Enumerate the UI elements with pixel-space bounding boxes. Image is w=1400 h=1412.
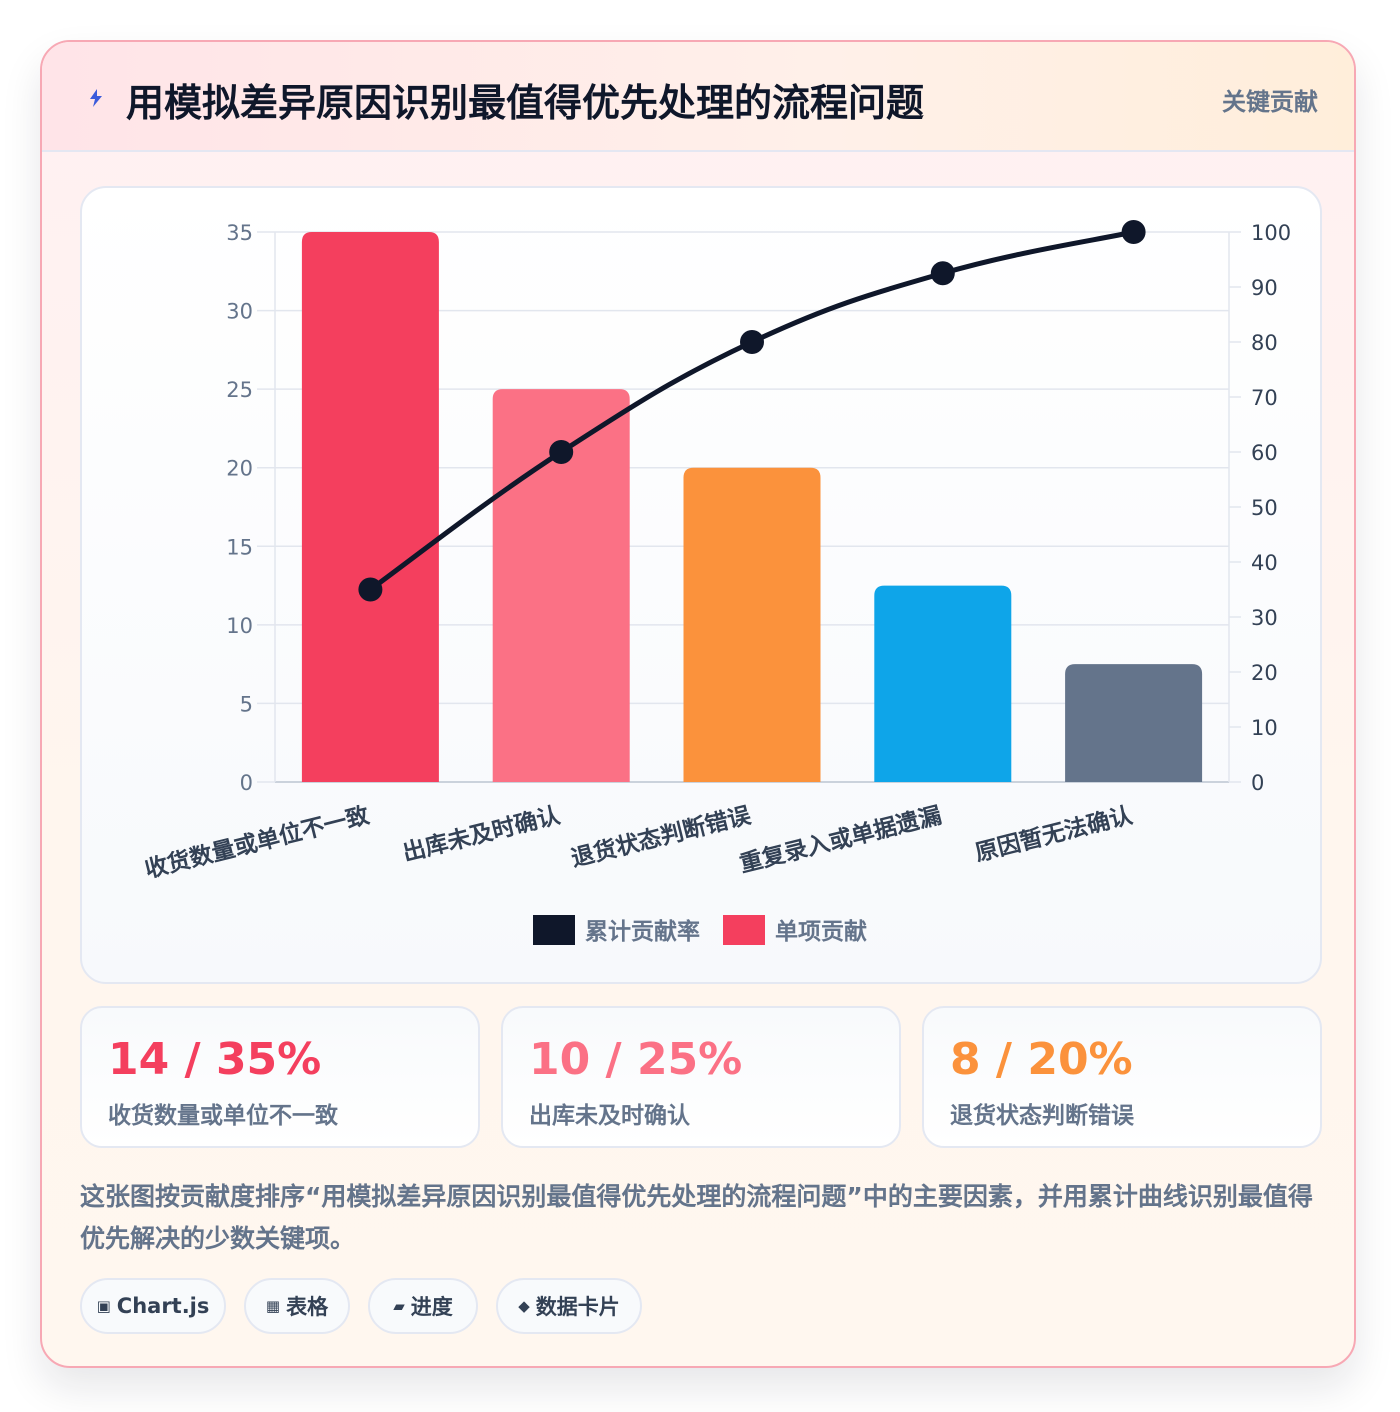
- stat-card-3: 8 / 20% 退货状态判断错误: [922, 1006, 1322, 1148]
- y-right-tick-label: 30: [1251, 606, 1278, 630]
- chip-label: Chart.js: [116, 1294, 210, 1318]
- pareto-chart: 0 5 10 15 20 25 30 35 0 10 20 30 40 50 60 70 80 90 100 收货数量…: [142, 220, 1291, 945]
- y-right-tick-label: 50: [1251, 496, 1278, 520]
- bar: [492, 389, 630, 782]
- chip-label: 表格: [286, 1295, 329, 1319]
- y-right-tick-label: 100: [1251, 221, 1291, 245]
- y-left-tick-label: 15: [226, 535, 253, 559]
- chip-label: 进度: [410, 1295, 453, 1319]
- chip-table[interactable]: ▦ 表格: [244, 1278, 350, 1334]
- y-right-tick-label: 90: [1251, 276, 1278, 300]
- chart-description: 这张图按贡献度排序“用模拟差异原因识别最值得优先处理的流程问题”中的主要因素，并…: [80, 1182, 1313, 1253]
- y-left-tick-label: 35: [226, 221, 253, 245]
- chip-chartjs[interactable]: ▣ Chart.js: [80, 1278, 226, 1334]
- legend-label: 累计贡献率: [585, 918, 700, 945]
- y-right-tick-label: 40: [1251, 551, 1278, 575]
- y-left-tick-label: 0: [240, 771, 253, 795]
- cumulative-point: [549, 440, 574, 464]
- y-right-tick-label: 10: [1251, 716, 1278, 740]
- x-tick-label: 退货状态判断错误: [568, 801, 754, 872]
- bar: [301, 232, 439, 782]
- stat-card-1: 14 / 35% 收货数量或单位不一致: [80, 1006, 480, 1148]
- bolt-icon: [90, 89, 102, 107]
- stat-label: 出库未及时确认: [529, 1103, 690, 1129]
- key-contribution-badge: 关键贡献: [1222, 88, 1318, 116]
- y-left-tick-label: 20: [226, 457, 253, 481]
- stat-label: 收货数量或单位不一致: [108, 1103, 338, 1129]
- table-icon: ▦: [265, 1297, 281, 1315]
- y-left-tick-label: 30: [226, 300, 253, 324]
- bar: [683, 467, 821, 782]
- chip-progress[interactable]: ▰ 进度: [368, 1278, 478, 1334]
- y-right-tick-label: 60: [1251, 441, 1278, 465]
- legend-swatch: [533, 915, 575, 945]
- cumulative-point: [740, 330, 764, 354]
- x-tick-label: 收货数量或单位不一致: [142, 801, 373, 883]
- y-left-tick-label: 25: [226, 378, 253, 402]
- chart-card: 用模拟差异原因识别最值得优先处理的流程问题 关键贡献 0 5 10 15 20 25 30 3…: [40, 40, 1356, 1368]
- page-title: 用模拟差异原因识别最值得优先处理的流程问题: [126, 81, 925, 125]
- legend-label: 单项贡献: [775, 919, 867, 945]
- diamond-icon: ◆: [518, 1297, 530, 1315]
- stat-label: 退货状态判断错误: [950, 1103, 1134, 1129]
- chart-panel: 0 5 10 15 20 25 30 35 0 10 20 30 40 50 60 70 80 90 100 收货数量…: [80, 186, 1322, 984]
- chip-label: 数据卡片: [535, 1295, 620, 1319]
- cumulative-point: [930, 261, 955, 286]
- chip-data-card[interactable]: ◆ 数据卡片: [496, 1278, 642, 1334]
- y-right-tick-label: 0: [1251, 771, 1264, 795]
- x-tick-label: 重复录入或单据遗漏: [737, 803, 944, 878]
- y-right-tick-label: 70: [1251, 386, 1278, 410]
- y-left-tick-label: 10: [226, 614, 253, 638]
- chart-icon: ▣: [96, 1297, 111, 1315]
- legend-swatch: [723, 915, 765, 945]
- y-right-tick-label: 20: [1251, 661, 1278, 685]
- stat-value: 14 / 35%: [108, 1034, 322, 1085]
- y-left-tick-label: 5: [240, 692, 253, 716]
- x-tick-label: 原因暂无法确认: [972, 802, 1135, 867]
- bar: [1065, 664, 1203, 782]
- cumulative-point: [358, 577, 383, 602]
- x-tick-label: 出库未及时确认: [400, 803, 563, 867]
- bar: [874, 585, 1012, 782]
- stat-value: 10 / 25%: [529, 1034, 743, 1085]
- stat-card-2: 10 / 25% 出库未及时确认: [501, 1006, 901, 1148]
- cumulative-point: [1121, 220, 1146, 244]
- y-right-tick-label: 80: [1251, 331, 1278, 355]
- card-header: 用模拟差异原因识别最值得优先处理的流程问题 关键贡献: [42, 42, 1354, 152]
- stat-value: 8 / 20%: [950, 1034, 1133, 1085]
- progress-icon: ▰: [393, 1297, 405, 1315]
